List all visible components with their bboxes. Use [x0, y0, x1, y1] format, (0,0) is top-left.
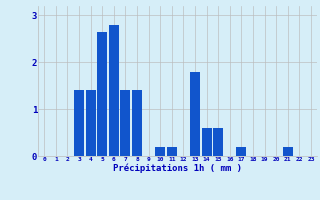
Bar [167, 147, 177, 156]
Bar [155, 147, 165, 156]
Bar [202, 128, 212, 156]
Bar [283, 147, 293, 156]
Bar [120, 90, 130, 156]
Bar [132, 90, 142, 156]
Bar [86, 90, 96, 156]
Bar [190, 72, 200, 156]
Bar [97, 32, 107, 156]
Bar [213, 128, 223, 156]
X-axis label: Précipitations 1h ( mm ): Précipitations 1h ( mm ) [113, 164, 242, 173]
Bar [109, 25, 119, 156]
Bar [236, 147, 246, 156]
Bar [74, 90, 84, 156]
